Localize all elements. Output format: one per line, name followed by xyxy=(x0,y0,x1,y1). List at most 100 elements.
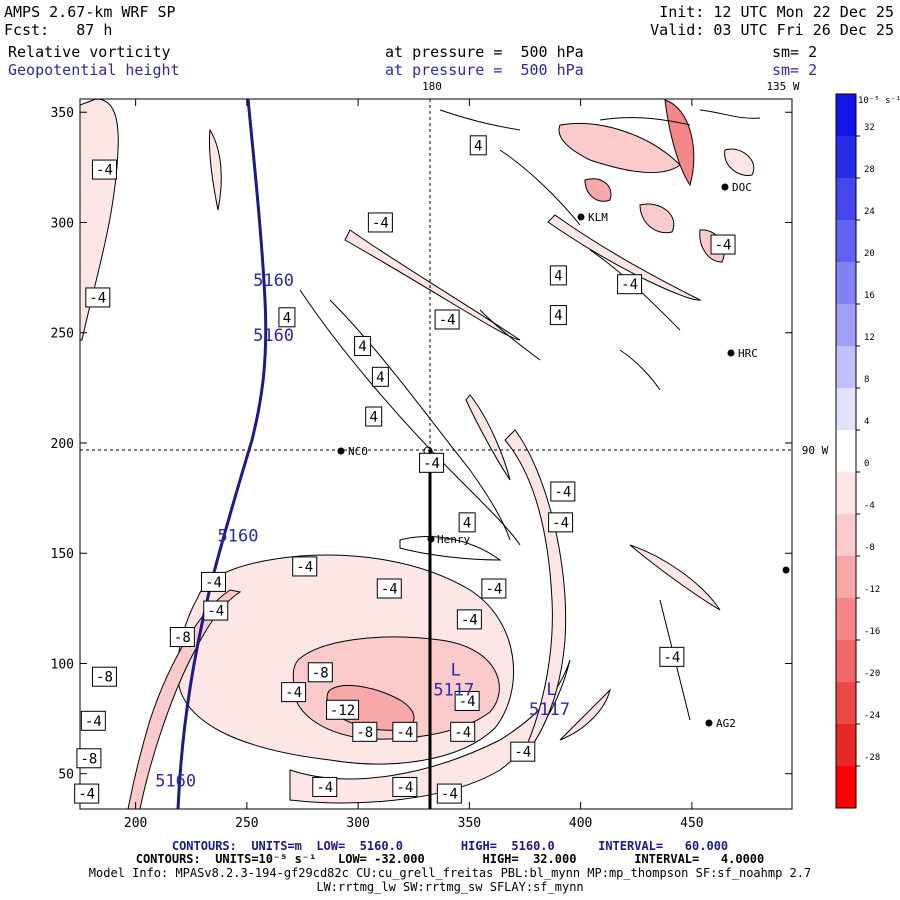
x-tick-label: 300 xyxy=(346,816,369,831)
footer-height-contours: CONTOURS: UNITS=m LOW= 5160.0 HIGH= 5160… xyxy=(171,839,729,853)
vort-fill-ne-cluster-1 xyxy=(558,122,681,174)
model-title: AMPS 2.67-km WRF SP xyxy=(4,3,176,21)
y-tick-label: 350 xyxy=(51,106,74,121)
low-center-value: 5117 xyxy=(529,700,570,720)
vorticity-label: -4 xyxy=(396,780,413,796)
field2-name: Geopotential height xyxy=(8,61,180,79)
vort-fill-west-band xyxy=(79,98,119,341)
vorticity-label-box xyxy=(710,234,736,255)
vorticity-label-box xyxy=(450,721,476,742)
vort-fill-small-streak xyxy=(209,128,222,211)
vorticity-label: -4 xyxy=(454,725,471,741)
vorticity-label-box xyxy=(434,309,460,330)
colorbar-tick-label: 28 xyxy=(864,165,875,175)
vorticity-label: 4 xyxy=(474,138,482,154)
station-dot-hrc xyxy=(727,349,735,357)
vort-line-4-east-b xyxy=(479,309,541,361)
vorticity-label-box xyxy=(392,721,418,742)
vorticity-label: -4 xyxy=(205,575,222,591)
vorticity-label: 4 xyxy=(554,308,562,324)
vorticity-label-box xyxy=(203,600,229,621)
vorticity-label: -4 xyxy=(285,685,302,701)
colorbar-unit: 10⁻⁵ s⁻¹ xyxy=(858,96,900,106)
colorbar-swatch xyxy=(836,472,856,515)
vorticity-label-box xyxy=(454,690,480,711)
x-tick-label: 450 xyxy=(680,816,703,831)
vorticity-label: -8 xyxy=(174,630,191,646)
vorticity-label-box xyxy=(549,265,567,286)
lon-label-135w: 135 W xyxy=(766,80,799,93)
x-tick-label: 250 xyxy=(235,816,258,831)
vort-fill-east-streak-2 xyxy=(559,688,611,741)
height-contour-label: 5160 xyxy=(217,527,258,547)
vorticity-label-box xyxy=(436,783,462,804)
vort-line-north-3 xyxy=(699,109,761,119)
y-tick-label: 300 xyxy=(51,216,74,231)
station-label-klm: KLM xyxy=(588,211,608,224)
vorticity-label: -4 xyxy=(621,277,638,293)
vorticity-label-box xyxy=(367,212,393,233)
colorbar-tick-label: 12 xyxy=(864,333,875,343)
vorticity-label: 4 xyxy=(283,310,291,326)
colorbar-tick-label: 32 xyxy=(864,123,875,133)
vorticity-label: 4 xyxy=(554,268,562,284)
y-tick-label: 250 xyxy=(51,327,74,342)
vorticity-label: -4 xyxy=(552,515,569,531)
vorticity-label: -4 xyxy=(423,456,440,472)
vort-line-4-ne xyxy=(499,149,581,226)
vorticity-label: -8 xyxy=(96,670,113,686)
vorticity-label: 4 xyxy=(358,339,366,355)
vorticity-label-box xyxy=(456,609,482,630)
field1-smooth: sm= 2 xyxy=(772,43,818,61)
vorticity-label: -4 xyxy=(78,787,95,803)
vorticity-label: -4 xyxy=(381,582,398,598)
vorticity-label: -4 xyxy=(316,780,333,796)
footer-vorticity-contours: CONTOURS: UNITS=10⁻⁵ s⁻¹ LOW= -32.000 HI… xyxy=(135,852,765,866)
colorbar-frame xyxy=(835,93,857,809)
x-tick-label: 400 xyxy=(569,816,592,831)
colorbar-swatch xyxy=(836,262,856,305)
colorbar-swatch xyxy=(836,598,856,641)
colorbar-swatch xyxy=(836,178,856,221)
vorticity-label: -12 xyxy=(330,703,355,719)
vorticity-label: -4 xyxy=(663,650,680,666)
vorticity-label-box xyxy=(91,666,117,687)
vorticity-label-box xyxy=(549,305,567,326)
vorticity-label: -4 xyxy=(715,238,732,254)
colorbar-swatch xyxy=(836,346,856,389)
vorticity-label: -8 xyxy=(356,725,373,741)
height-contour-label: 5160 xyxy=(253,271,294,291)
colorbar-tick-label: -28 xyxy=(864,753,880,763)
colorbar-tick-label: 20 xyxy=(864,249,875,259)
vorticity-label-box xyxy=(550,481,576,502)
vort-fill-ne-cluster-6 xyxy=(724,148,755,176)
edge-marker xyxy=(782,566,790,574)
vorticity-label-box xyxy=(458,512,476,533)
vort-fill-west-arc xyxy=(127,589,242,810)
vorticity-label-box xyxy=(392,776,418,797)
footer-model-info-2: LW:rrtmg_lw SW:rrtmg_sw SFLAY:sf_mynn xyxy=(316,880,584,894)
y-tick-label: 100 xyxy=(51,657,74,672)
x-tick-label: 350 xyxy=(458,816,481,831)
colorbar-swatch xyxy=(836,556,856,599)
colorbar-swatch xyxy=(836,766,856,809)
vorticity-label-box xyxy=(352,721,378,742)
vort-line-north-2 xyxy=(599,117,691,126)
vorticity-label-box xyxy=(659,646,685,667)
vorticity-label: -4 xyxy=(207,604,224,620)
y-tick-label: 200 xyxy=(51,437,74,452)
vorticity-label-box xyxy=(371,366,389,387)
vorticity-label: -4 xyxy=(514,745,531,761)
station-dot-nco xyxy=(337,447,345,455)
vort-fill-ne-streak-2 xyxy=(465,394,511,481)
vorticity-label-box xyxy=(169,627,195,648)
vorticity-label: 4 xyxy=(376,370,384,386)
vort-fill-ne-cluster-4 xyxy=(639,203,675,234)
colorbar-swatch xyxy=(836,388,856,431)
vort-fill-east-streak xyxy=(629,544,721,611)
colorbar-swatch xyxy=(836,640,856,683)
colorbar-tick-label: 0 xyxy=(864,459,869,469)
colorbar-swatch xyxy=(836,682,856,725)
y-tick-label: 150 xyxy=(51,547,74,562)
init-time: Init: 12 UTC Mon 22 Dec 25 xyxy=(659,3,894,21)
